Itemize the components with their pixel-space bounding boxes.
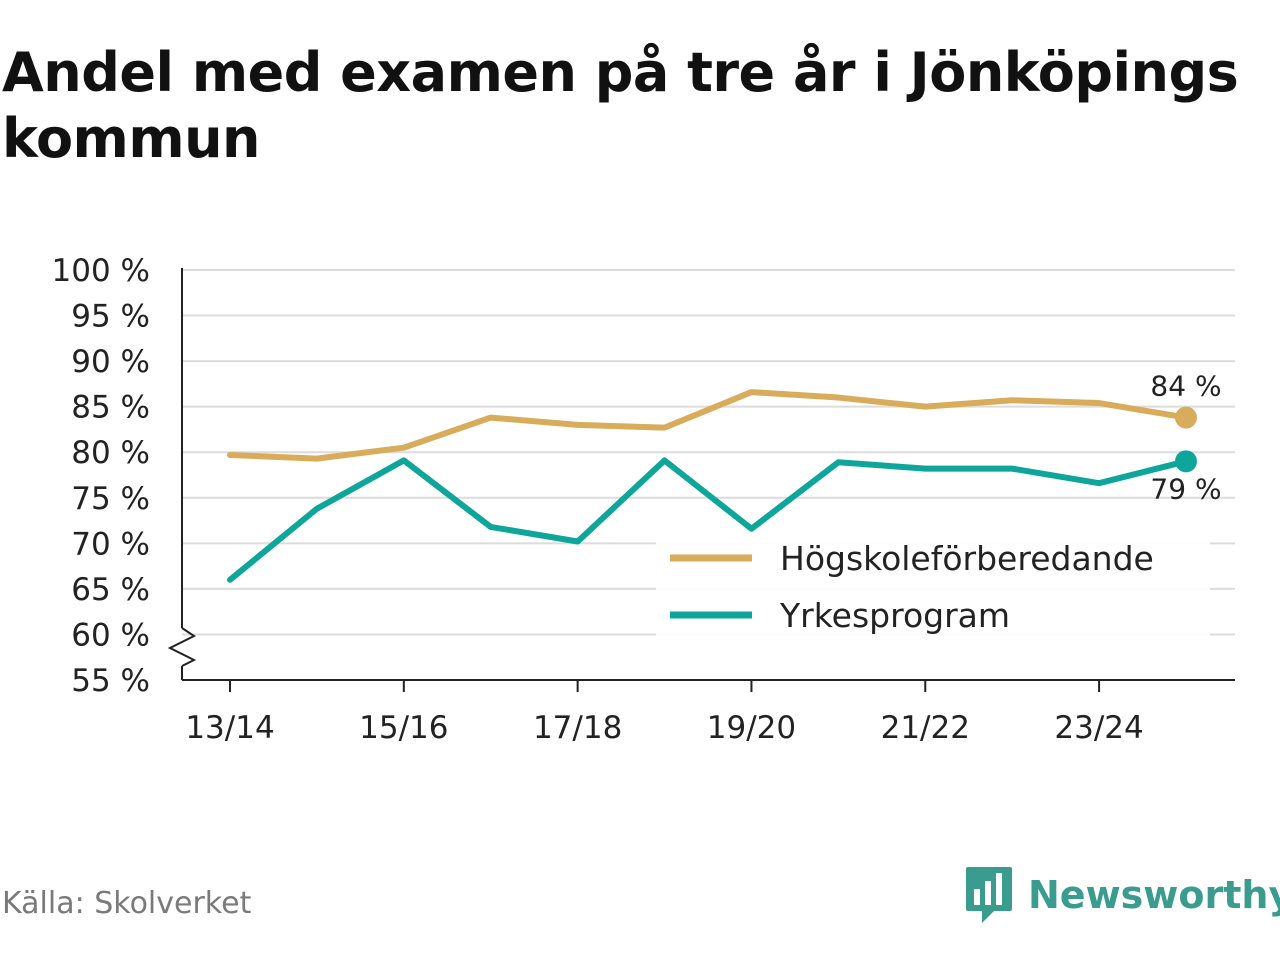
x-tick-label: 19/20 — [707, 710, 796, 746]
axes — [167, 268, 1235, 681]
brand-logo: Newsworthy — [964, 864, 1280, 926]
y-tick-label: 55 % — [71, 663, 150, 699]
y-tick-label: 95 % — [71, 299, 150, 335]
x-tick-label: 21/22 — [881, 710, 970, 746]
brand-name: Newsworthy — [1028, 873, 1280, 917]
legend-label-2: Yrkesprogram — [779, 596, 1010, 635]
series-line-1 — [227, 389, 1189, 462]
series-lines: 84 % 79 % — [227, 370, 1222, 583]
legend: Högskoleförberedande Yrkesprogram — [656, 538, 1210, 636]
end-value-label-2: 79 % — [1150, 472, 1221, 505]
x-tick-label: 17/18 — [533, 710, 622, 746]
end-value-label-1: 84 % — [1150, 370, 1221, 403]
x-tick-label: 13/14 — [185, 710, 274, 746]
x-tick-label: 23/24 — [1054, 710, 1143, 746]
y-axis-ticks: 55 % 60 % 65 % 70 % 75 % 80 % 85 % 90 % 95 % 100 … — [52, 253, 150, 699]
newsworthy-logo-icon — [966, 867, 1012, 923]
y-tick-label: 85 % — [71, 390, 150, 426]
y-tick-label: 100 % — [52, 253, 150, 289]
x-tick-label: 15/16 — [359, 710, 448, 746]
axis-break-mark — [167, 627, 197, 667]
series-line-2 — [227, 457, 1189, 583]
y-tick-label: 60 % — [71, 617, 150, 653]
legend-background — [656, 538, 1210, 636]
y-tick-label: 65 % — [71, 572, 150, 608]
x-axis-ticks: 13/14 15/16 17/18 19/20 21/22 23/24 — [185, 680, 1144, 746]
y-tick-label: 90 % — [71, 344, 150, 380]
y-tick-label: 75 % — [71, 481, 150, 517]
y-tick-label: 80 % — [71, 435, 150, 471]
y-tick-label: 70 % — [71, 526, 150, 562]
series-end-point-2 — [1175, 450, 1197, 473]
source-note: Källa: Skolverket — [2, 886, 252, 921]
legend-label-1: Högskoleförberedande — [780, 539, 1154, 578]
chart-title: Andel med examen på tre år i Jönköpings … — [2, 41, 1239, 170]
series-end-point-1 — [1175, 406, 1197, 429]
